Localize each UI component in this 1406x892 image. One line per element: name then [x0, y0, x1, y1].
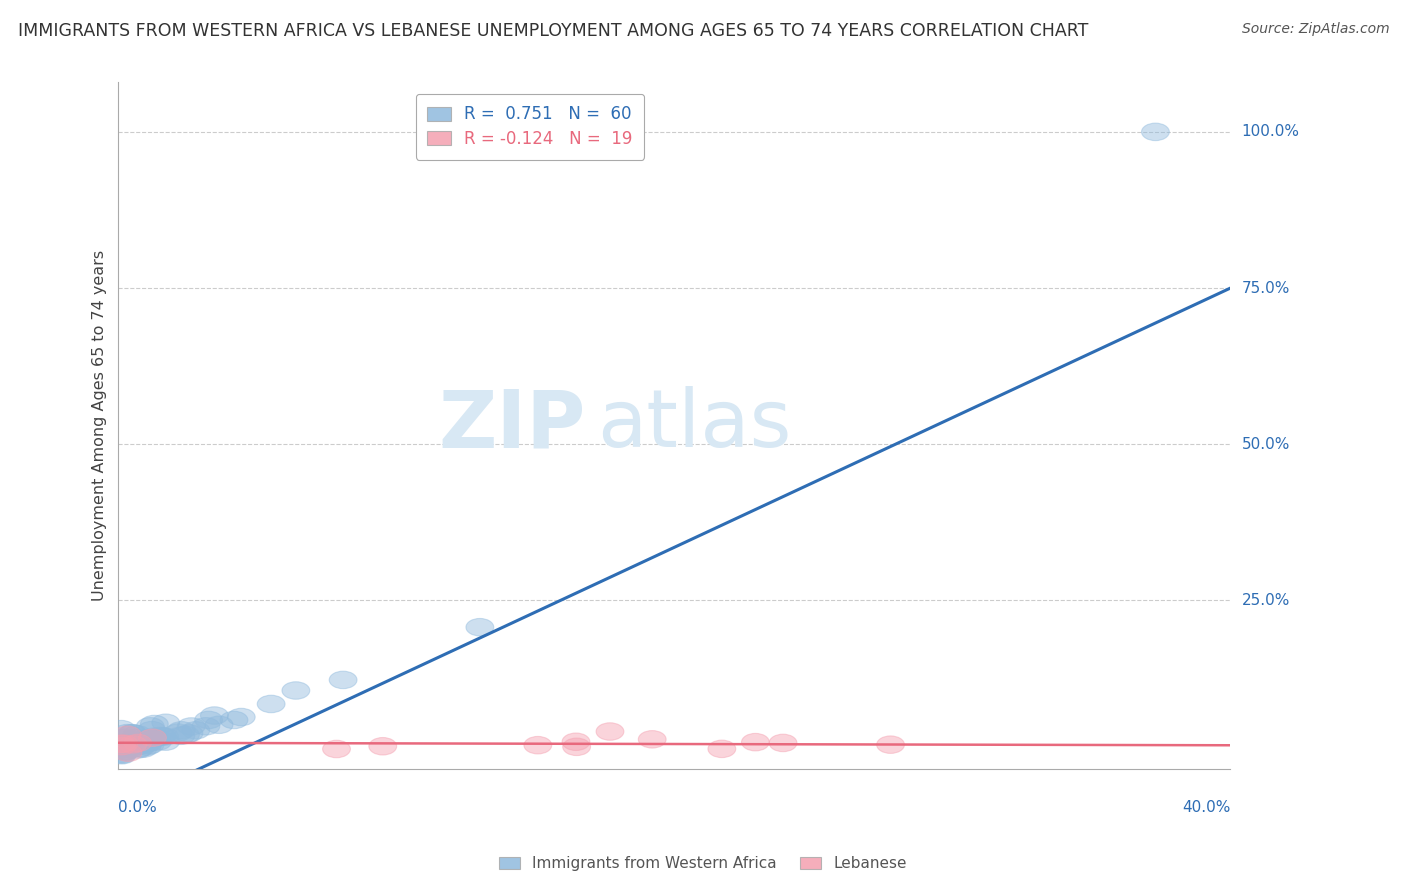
Ellipse shape	[167, 727, 195, 745]
Ellipse shape	[127, 739, 155, 756]
Ellipse shape	[524, 737, 551, 754]
Ellipse shape	[108, 747, 136, 764]
Ellipse shape	[111, 742, 139, 760]
Ellipse shape	[148, 728, 176, 745]
Ellipse shape	[124, 725, 150, 743]
Ellipse shape	[638, 731, 666, 748]
Ellipse shape	[107, 721, 135, 738]
Ellipse shape	[152, 733, 180, 750]
Ellipse shape	[141, 715, 169, 732]
Ellipse shape	[465, 618, 494, 636]
Legend: R =  0.751   N =  60, R = -0.124   N =  19: R = 0.751 N = 60, R = -0.124 N = 19	[416, 94, 644, 160]
Legend: Immigrants from Western Africa, Lebanese: Immigrants from Western Africa, Lebanese	[492, 850, 914, 877]
Ellipse shape	[228, 708, 254, 726]
Ellipse shape	[118, 724, 146, 742]
Ellipse shape	[152, 714, 180, 731]
Ellipse shape	[110, 735, 138, 753]
Ellipse shape	[181, 722, 209, 739]
Ellipse shape	[165, 723, 193, 741]
Ellipse shape	[108, 746, 136, 764]
Ellipse shape	[112, 739, 139, 756]
Ellipse shape	[118, 732, 146, 750]
Ellipse shape	[138, 722, 166, 739]
Ellipse shape	[769, 734, 797, 752]
Ellipse shape	[167, 722, 195, 739]
Ellipse shape	[368, 738, 396, 755]
Ellipse shape	[135, 734, 163, 752]
Ellipse shape	[115, 737, 143, 754]
Text: 0.0%: 0.0%	[118, 799, 157, 814]
Ellipse shape	[124, 734, 152, 752]
Ellipse shape	[132, 730, 160, 747]
Y-axis label: Unemployment Among Ages 65 to 74 years: Unemployment Among Ages 65 to 74 years	[93, 250, 107, 601]
Ellipse shape	[117, 740, 145, 758]
Ellipse shape	[194, 711, 222, 729]
Ellipse shape	[108, 738, 136, 755]
Ellipse shape	[143, 733, 172, 750]
Ellipse shape	[127, 732, 155, 749]
Ellipse shape	[122, 730, 150, 747]
Ellipse shape	[110, 743, 138, 760]
Ellipse shape	[205, 716, 233, 733]
Ellipse shape	[877, 736, 904, 754]
Ellipse shape	[1142, 123, 1170, 141]
Ellipse shape	[146, 727, 174, 745]
Ellipse shape	[120, 736, 146, 753]
Ellipse shape	[177, 718, 205, 735]
Text: ZIP: ZIP	[439, 386, 585, 465]
Ellipse shape	[131, 734, 159, 751]
Ellipse shape	[124, 737, 152, 755]
Ellipse shape	[141, 728, 169, 746]
Text: 40.0%: 40.0%	[1182, 799, 1230, 814]
Ellipse shape	[114, 739, 142, 757]
Text: Source: ZipAtlas.com: Source: ZipAtlas.com	[1241, 22, 1389, 37]
Ellipse shape	[150, 728, 179, 745]
Ellipse shape	[201, 706, 228, 724]
Ellipse shape	[172, 726, 200, 744]
Text: 25.0%: 25.0%	[1241, 593, 1289, 607]
Text: 75.0%: 75.0%	[1241, 280, 1289, 295]
Ellipse shape	[107, 735, 135, 753]
Ellipse shape	[329, 671, 357, 689]
Text: 100.0%: 100.0%	[1241, 124, 1299, 139]
Ellipse shape	[562, 733, 591, 750]
Ellipse shape	[107, 741, 135, 758]
Ellipse shape	[110, 729, 138, 747]
Ellipse shape	[134, 738, 160, 756]
Text: IMMIGRANTS FROM WESTERN AFRICA VS LEBANESE UNEMPLOYMENT AMONG AGES 65 TO 74 YEAR: IMMIGRANTS FROM WESTERN AFRICA VS LEBANE…	[18, 22, 1088, 40]
Ellipse shape	[127, 737, 155, 754]
Ellipse shape	[322, 740, 350, 757]
Text: atlas: atlas	[596, 386, 792, 465]
Ellipse shape	[107, 740, 135, 757]
Ellipse shape	[136, 736, 165, 754]
Ellipse shape	[709, 740, 735, 757]
Ellipse shape	[283, 681, 309, 699]
Ellipse shape	[114, 724, 141, 742]
Ellipse shape	[114, 744, 142, 762]
Ellipse shape	[193, 717, 219, 735]
Ellipse shape	[120, 724, 146, 742]
Ellipse shape	[257, 695, 285, 713]
Ellipse shape	[129, 740, 157, 757]
Ellipse shape	[596, 723, 624, 740]
Text: 50.0%: 50.0%	[1241, 437, 1289, 451]
Ellipse shape	[174, 724, 202, 742]
Ellipse shape	[132, 735, 160, 753]
Ellipse shape	[562, 738, 591, 756]
Ellipse shape	[124, 740, 152, 758]
Ellipse shape	[143, 729, 170, 747]
Ellipse shape	[221, 711, 247, 729]
Ellipse shape	[107, 745, 135, 763]
Ellipse shape	[139, 729, 166, 747]
Ellipse shape	[136, 717, 165, 735]
Ellipse shape	[741, 733, 769, 751]
Ellipse shape	[114, 726, 141, 743]
